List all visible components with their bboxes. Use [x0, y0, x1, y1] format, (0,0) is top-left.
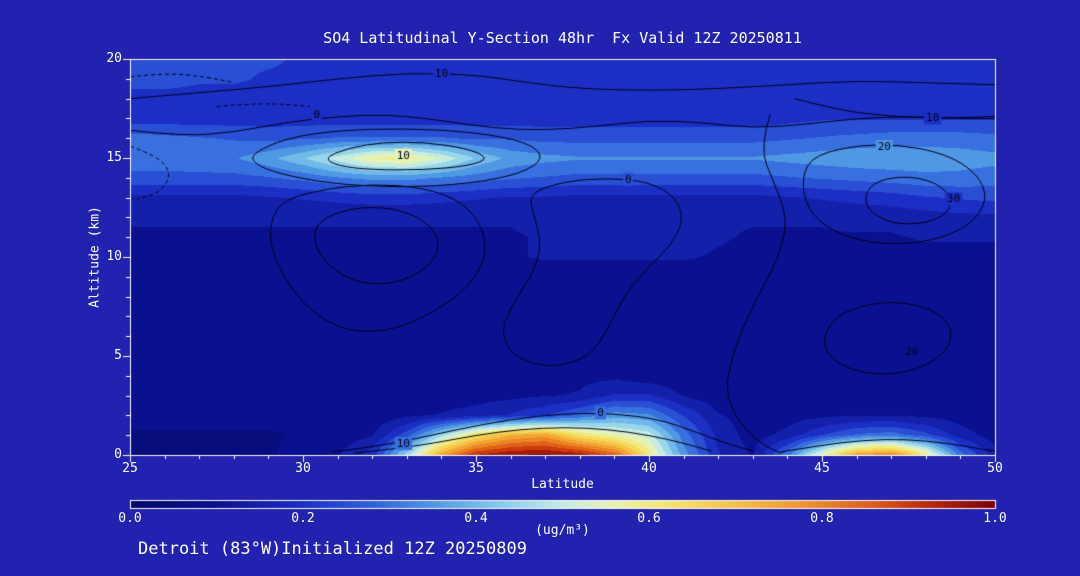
- footer-caption: Detroit (83°W)Initialized 12Z 20250809: [138, 539, 527, 559]
- colorbar-tick-label: 1.0: [983, 511, 1007, 526]
- x-tick-label: 35: [468, 461, 484, 476]
- x-tick-label: 40: [641, 461, 657, 476]
- y-tick-label: 15: [106, 150, 122, 165]
- y-tick-label: 0: [114, 447, 122, 462]
- y-tick-label: 5: [114, 348, 122, 363]
- x-tick-label: 30: [295, 461, 311, 476]
- colorbar-tick-label: 0.4: [464, 511, 488, 526]
- colorbar-tick-label: 0.8: [810, 511, 834, 526]
- colorbar-tick-label: 0.0: [118, 511, 142, 526]
- x-tick-label: 45: [814, 461, 830, 476]
- colorbar-units-label: (ug/m³): [535, 523, 590, 538]
- colorbar-tick-label: 0.2: [291, 511, 315, 526]
- colorbar-tick-label: 0.6: [637, 511, 661, 526]
- y-tick-label: 10: [106, 249, 122, 264]
- y-tick-label: 20: [106, 51, 122, 66]
- x-tick-label: 25: [122, 461, 138, 476]
- chart-title: SO4 Latitudinal Y-Section 48hr Fx Valid …: [323, 29, 802, 47]
- x-tick-label: 50: [987, 461, 1003, 476]
- x-axis-label: Latitude: [531, 477, 594, 492]
